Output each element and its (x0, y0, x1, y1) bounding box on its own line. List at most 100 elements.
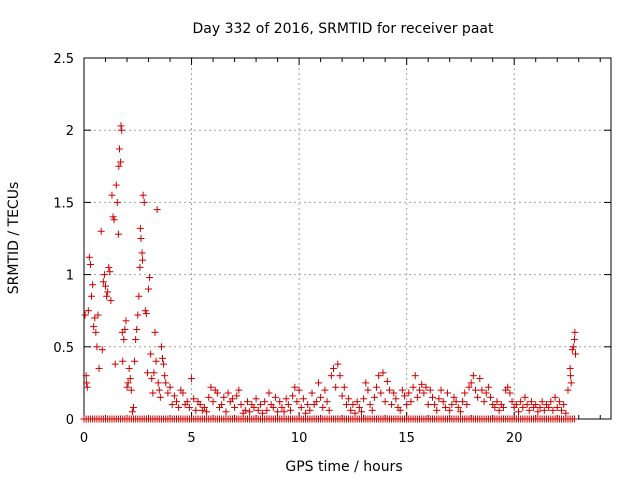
data-point (525, 406, 533, 414)
data-point (327, 372, 335, 380)
data-point (156, 393, 164, 401)
data-point (164, 389, 172, 397)
data-point (139, 256, 147, 264)
data-point (138, 249, 146, 257)
data-point (523, 401, 531, 409)
data-point (370, 393, 378, 401)
data-point (143, 369, 151, 377)
x-tick-label: 0 (80, 431, 88, 446)
data-point (362, 379, 370, 387)
data-point (149, 389, 157, 397)
data-point (555, 398, 563, 406)
data-point (137, 235, 145, 242)
data-point (83, 379, 91, 387)
data-point (321, 386, 329, 394)
data-point (153, 206, 161, 214)
data-point (83, 383, 91, 391)
data-point (308, 389, 316, 397)
data-point (446, 406, 454, 414)
data-point (401, 392, 409, 400)
data-point (459, 398, 467, 406)
data-point (405, 389, 413, 397)
data-point (545, 403, 553, 411)
data-point (482, 389, 490, 397)
data-point (416, 386, 424, 394)
data-point (355, 403, 363, 411)
data-point (179, 389, 187, 397)
data-point (538, 398, 546, 406)
data-point (88, 292, 96, 300)
data-point (97, 227, 105, 235)
data-point (474, 393, 482, 401)
data-point (207, 383, 215, 391)
data-point (162, 379, 170, 387)
data-point (398, 386, 406, 394)
data-point (426, 386, 434, 394)
data-point (407, 398, 415, 406)
data-point (332, 383, 340, 391)
data-point (117, 158, 125, 166)
data-point (571, 328, 579, 336)
data-point (190, 395, 198, 403)
data-point (368, 406, 376, 414)
data-point (155, 386, 163, 394)
data-point (439, 398, 447, 406)
data-point (478, 386, 486, 394)
data-point (213, 389, 221, 397)
data-point (133, 325, 141, 333)
data-point (159, 354, 167, 362)
x-tick-label: 10 (291, 431, 308, 446)
data-point (121, 325, 129, 333)
data-point (330, 364, 338, 372)
data-point (568, 346, 576, 354)
data-point (108, 191, 116, 199)
data-point (142, 310, 150, 318)
data-point (85, 253, 93, 261)
data-point (467, 379, 475, 387)
data-point (276, 398, 284, 406)
data-point (567, 372, 575, 380)
data-point (135, 292, 143, 300)
data-point (161, 372, 169, 380)
data-point (237, 401, 245, 409)
data-point (203, 408, 211, 416)
data-point (377, 389, 385, 397)
data-point (558, 406, 566, 414)
data-point (261, 398, 269, 406)
data-point (463, 401, 471, 409)
data-point (385, 386, 393, 394)
data-point (515, 408, 523, 416)
data-point (86, 260, 94, 268)
y-tick-label: 1.5 (53, 196, 74, 211)
data-point (259, 409, 267, 417)
data-point (205, 393, 213, 401)
data-point (129, 403, 137, 411)
data-point (471, 386, 479, 394)
data-point (280, 408, 288, 416)
data-point (124, 379, 132, 387)
data-point (123, 383, 131, 391)
data-point (252, 395, 260, 403)
data-point (220, 393, 228, 401)
data-point (566, 364, 574, 372)
data-point (504, 383, 512, 391)
data-point (170, 392, 178, 400)
data-point (312, 398, 320, 406)
data-point (304, 401, 312, 409)
data-point (567, 379, 575, 387)
data-point (319, 403, 327, 411)
data-point (141, 307, 149, 315)
data-point (263, 406, 271, 414)
data-point (196, 401, 204, 409)
data-point (444, 389, 452, 397)
data-point (100, 271, 108, 279)
data-point (91, 314, 99, 322)
data-point (366, 401, 374, 409)
data-point (364, 386, 372, 394)
data-point (373, 383, 381, 391)
grid-lines (84, 58, 611, 419)
data-point (302, 409, 310, 417)
data-point (506, 389, 514, 397)
data-point (540, 406, 548, 414)
data-point (113, 198, 121, 206)
